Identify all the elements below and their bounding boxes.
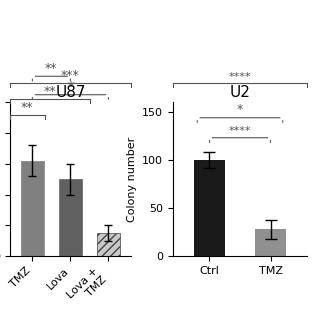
Title: U2: U2 (229, 85, 251, 100)
Text: *: * (237, 103, 243, 116)
Text: **: ** (21, 100, 34, 114)
Bar (59, 179, 82, 256)
Bar (194, 160, 225, 256)
Y-axis label: Colony number: Colony number (126, 137, 137, 222)
Text: ****: **** (229, 126, 251, 136)
Bar (97, 233, 120, 256)
Text: ***: *** (61, 68, 80, 82)
Title: U87: U87 (55, 85, 86, 100)
Text: ****: **** (229, 72, 251, 82)
Bar (21, 161, 44, 256)
Text: **: ** (43, 84, 56, 98)
Bar (255, 229, 286, 256)
Text: **: ** (45, 62, 58, 75)
Text: *: * (67, 80, 74, 93)
